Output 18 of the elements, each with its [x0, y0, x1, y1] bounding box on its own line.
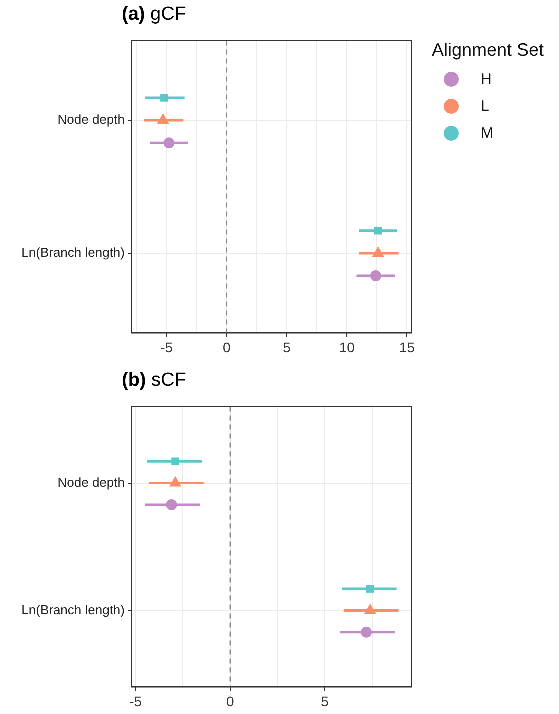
- legend-label: M: [481, 125, 494, 142]
- x-tick-label: 5: [321, 693, 330, 710]
- chart-title: (b) sCF: [122, 370, 186, 392]
- chart-title: (a) gCF: [122, 4, 186, 26]
- x-tick-label: 5: [283, 339, 292, 356]
- x-tick-label: -5: [130, 693, 142, 710]
- y-tick-label: Ln(Branch length): [22, 245, 125, 260]
- y-tick-label: Node depth: [58, 474, 125, 490]
- legend-title: Alignment Set: [432, 40, 544, 61]
- y-tick-label: Node depth: [58, 112, 125, 128]
- x-tick-label: 10: [339, 339, 356, 356]
- x-tick-label: 0: [226, 693, 234, 710]
- legend-label: H: [481, 71, 492, 88]
- x-tick-label: -5: [160, 339, 174, 356]
- legend-label: L: [481, 98, 490, 115]
- x-tick-label: 0: [223, 339, 232, 356]
- x-tick-label: 15: [399, 339, 416, 356]
- y-tick-label: Ln(Branch length): [22, 602, 125, 618]
